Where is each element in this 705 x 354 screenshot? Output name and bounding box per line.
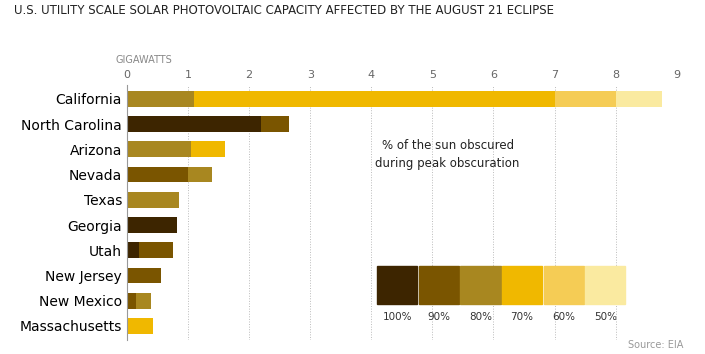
Bar [194, 91, 555, 107]
Bar [127, 242, 139, 258]
Text: GIGAWATTS: GIGAWATTS [116, 55, 173, 64]
Text: 90%: 90% [427, 312, 450, 321]
Bar [127, 91, 194, 107]
Bar [127, 116, 262, 132]
Bar [615, 91, 661, 107]
Bar [555, 91, 615, 107]
Text: U.S. UTILITY SCALE SOLAR PHOTOVOLTAIC CAPACITY AFFECTED BY THE AUGUST 21 ECLIPSE: U.S. UTILITY SCALE SOLAR PHOTOVOLTAIC CA… [14, 4, 554, 17]
Text: 70%: 70% [510, 312, 534, 321]
Bar [136, 293, 152, 309]
Bar [127, 268, 161, 283]
Bar [262, 116, 289, 132]
Bar [127, 293, 136, 309]
Text: Source: EIA: Source: EIA [628, 341, 684, 350]
Text: 60%: 60% [552, 312, 575, 321]
Bar [188, 167, 212, 182]
Bar [127, 167, 188, 182]
Bar [127, 192, 179, 207]
Bar [127, 217, 177, 233]
Bar [191, 142, 225, 157]
Text: 80%: 80% [469, 312, 492, 321]
Text: 100%: 100% [383, 312, 412, 321]
Bar [127, 318, 152, 334]
Text: 50%: 50% [594, 312, 617, 321]
Bar [127, 142, 191, 157]
Text: % of the sun obscured
during peak obscuration: % of the sun obscured during peak obscur… [376, 139, 520, 170]
Bar [139, 242, 173, 258]
